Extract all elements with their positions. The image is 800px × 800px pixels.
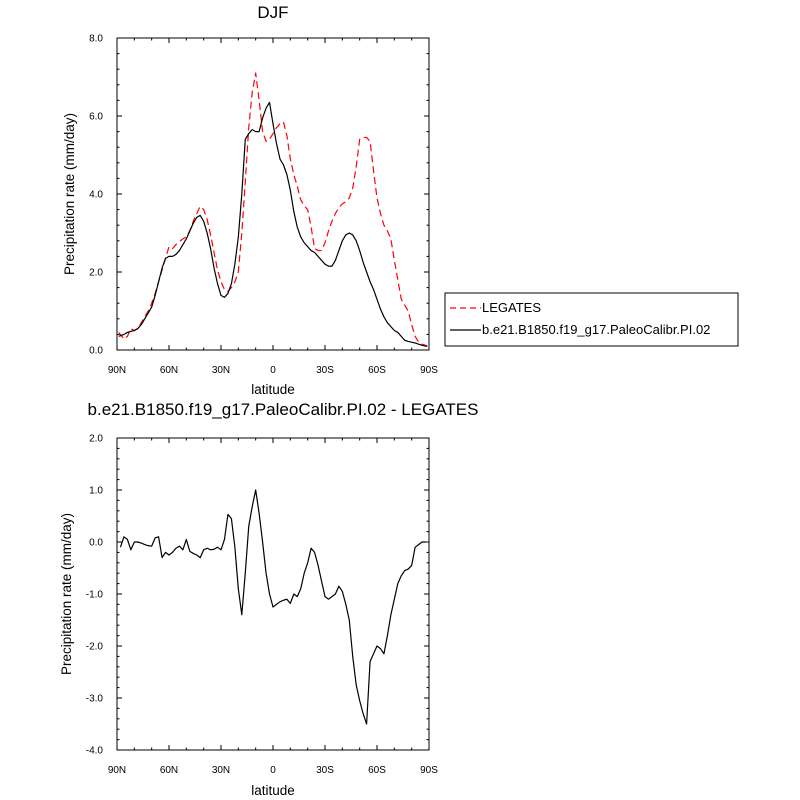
bottom-x-tick-label: 30S bbox=[316, 765, 334, 776]
top-x-tick-label: 90S bbox=[420, 365, 438, 376]
top-y-tick-label: 8.0 bbox=[89, 34, 103, 45]
bottom-x-tick-label: 30N bbox=[212, 765, 230, 776]
top-x-tick-label: 60N bbox=[160, 365, 178, 376]
bottom-x-tick-label: 90S bbox=[420, 765, 438, 776]
legend-label-model: b.e21.B1850.f19_g17.PaleoCalibr.PI.02 bbox=[482, 322, 710, 337]
top-y-tick-label: 6.0 bbox=[89, 112, 103, 123]
bottom-x-tick-label: 0 bbox=[270, 765, 276, 776]
top-x-tick-label: 30N bbox=[212, 365, 230, 376]
bottom-y-axis-ticks: -4.0 -3.0 -2.0 -1.0 0.0 1.0 2.0 bbox=[86, 434, 429, 757]
top-y-axis-ticks: 0.0 2.0 4.0 6.0 8.0 bbox=[89, 34, 429, 357]
top-series-group bbox=[118, 72, 428, 347]
top-x-axis-label: latitude bbox=[251, 382, 295, 397]
bottom-x-axis-label: latitude bbox=[251, 783, 295, 798]
bottom-chart-title: b.e21.B1850.f19_g17.PaleoCalibr.PI.02 - … bbox=[88, 400, 479, 419]
legend: LEGATES b.e21.B1850.f19_g17.PaleoCalibr.… bbox=[444, 292, 739, 347]
legend-box bbox=[444, 292, 739, 347]
bottom-y-tick-label: 1.0 bbox=[89, 486, 103, 497]
top-chart-title: DJF bbox=[257, 3, 288, 22]
top-y-tick-label: 2.0 bbox=[89, 268, 103, 279]
top-series-line-legates bbox=[118, 72, 428, 347]
bottom-x-axis-ticks: 90N 60N 30N 0 30S 60S 90S bbox=[108, 438, 438, 776]
top-panel: DJF 0.02.04.06.08.0 90N 60N 30N 0 30S 60S 90S … bbox=[62, 3, 739, 397]
bottom-series-line-difference bbox=[119, 489, 426, 725]
top-x-tick-label: 60S bbox=[368, 365, 386, 376]
bottom-y-tick-label: -3.0 bbox=[86, 694, 104, 705]
bottom-plot-frame bbox=[116, 437, 430, 751]
bottom-y-tick-label: 0.0 bbox=[89, 538, 103, 549]
bottom-panel: b.e21.B1850.f19_g17.PaleoCalibr.PI.02 - … bbox=[59, 400, 478, 798]
top-x-tick-label: 0 bbox=[270, 365, 276, 376]
top-x-axis-ticks: 90N 60N 30N 0 30S 60S 90S bbox=[108, 38, 438, 376]
top-y-axis-label: Precipitation rate (mm/day) bbox=[62, 113, 77, 275]
bottom-y-tick-label: 2.0 bbox=[89, 434, 103, 445]
bottom-x-tick-label: 60N bbox=[160, 765, 178, 776]
top-series-line-model bbox=[118, 101, 428, 347]
bottom-y-tick-label: -2.0 bbox=[86, 642, 104, 653]
top-plot-frame bbox=[116, 37, 430, 351]
bottom-series-group bbox=[119, 489, 426, 725]
bottom-y-axis-label: Precipitation rate (mm/day) bbox=[59, 513, 74, 675]
top-x-tick-label: 30S bbox=[316, 365, 334, 376]
legend-label-legates: LEGATES bbox=[482, 300, 541, 315]
top-y-tick-label: 4.0 bbox=[89, 190, 103, 201]
bottom-y-tick-label: -1.0 bbox=[86, 590, 104, 601]
top-x-tick-label: 90N bbox=[108, 365, 126, 376]
top-y-tick-label: 0.0 bbox=[89, 346, 103, 357]
bottom-x-tick-label: 60S bbox=[368, 765, 386, 776]
bottom-x-tick-label: 90N bbox=[108, 765, 126, 776]
bottom-y-tick-label: -4.0 bbox=[86, 746, 104, 757]
